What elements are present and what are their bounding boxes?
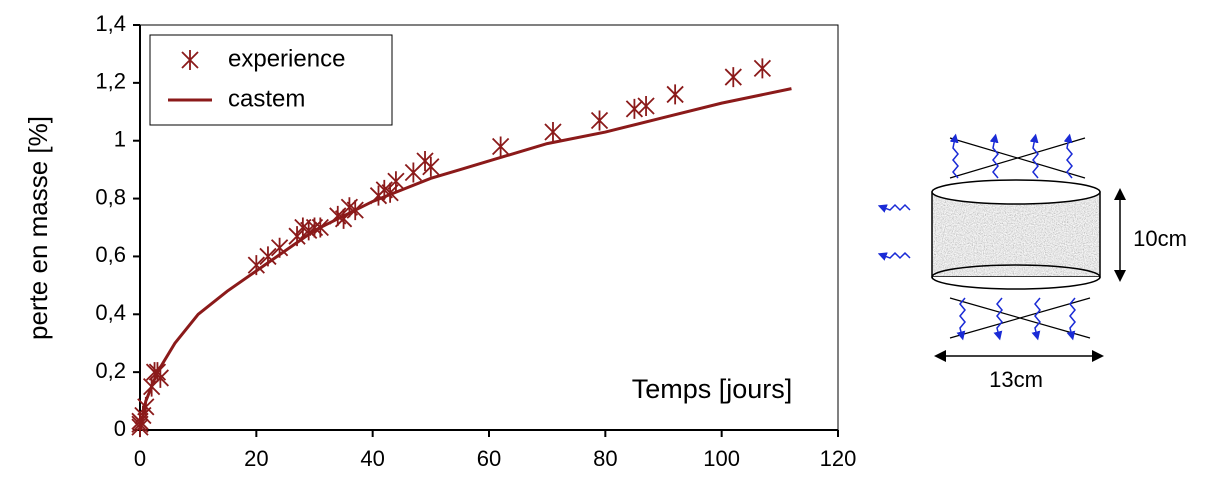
data-point <box>422 156 440 177</box>
data-point <box>666 84 684 105</box>
x-tick-label: 60 <box>477 446 501 471</box>
y-tick-label: 0,6 <box>95 242 126 267</box>
y-tick-label: 0,4 <box>95 300 126 325</box>
x-tick-label: 40 <box>360 446 384 471</box>
legend-label: experience <box>228 45 345 72</box>
y-tick-label: 0,2 <box>95 358 126 383</box>
data-line <box>138 87 792 431</box>
data-point <box>625 98 644 119</box>
legend-label: castem <box>228 85 305 112</box>
data-point <box>404 162 423 183</box>
y-tick-label: 1,2 <box>95 69 126 94</box>
cross-line <box>949 137 1086 179</box>
legend: experience castem <box>149 34 393 126</box>
y-tick-label: 0,8 <box>95 184 126 209</box>
x-tick-label: 100 <box>703 446 740 471</box>
data-point <box>753 58 772 79</box>
moisture-arrows <box>877 133 1076 341</box>
x-annotation: Temps [jours] <box>632 374 793 404</box>
x-tick-label: 0 <box>134 446 146 471</box>
data-point <box>491 136 510 157</box>
width-label: 13cm <box>989 367 1043 392</box>
specimen-bottom-edge <box>931 276 1101 290</box>
data-point <box>151 367 169 388</box>
data-point <box>637 96 655 116</box>
x-tick-label: 80 <box>593 446 617 471</box>
y-tick-label: 1 <box>114 127 126 152</box>
legend-marker <box>181 50 199 70</box>
data-point <box>544 122 562 143</box>
y-tick-label: 1,4 <box>95 11 126 36</box>
height-label: 10cm <box>1133 226 1187 251</box>
cross-line <box>949 297 1091 339</box>
specimen-top <box>931 179 1101 205</box>
data-point <box>387 171 405 192</box>
y-axis-label: perte en masse [%] <box>23 116 53 340</box>
x-tick-label: 20 <box>244 446 268 471</box>
specimen-body <box>932 192 1100 277</box>
data-point <box>590 110 609 131</box>
data-point <box>724 67 742 88</box>
specimen-diagram: 10cm 13cm <box>877 133 1187 392</box>
x-tick-label: 120 <box>820 446 857 471</box>
y-tick-label: 0 <box>114 416 126 441</box>
